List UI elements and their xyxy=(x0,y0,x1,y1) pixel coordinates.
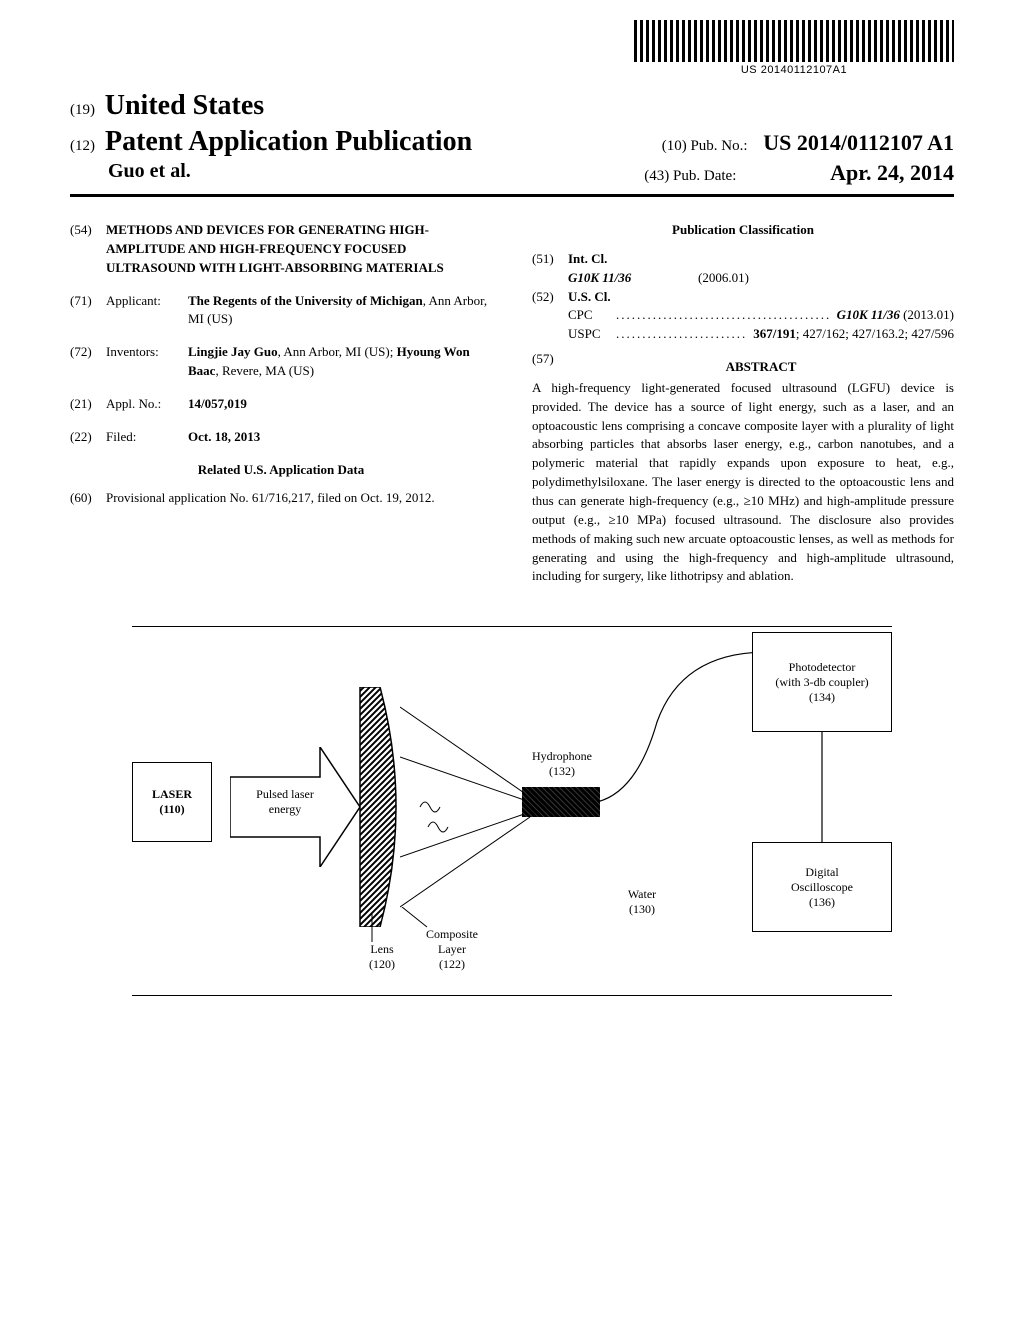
publication-kind-group: (12) Patent Application Publication xyxy=(70,126,472,158)
intcl-code: (51) xyxy=(532,250,568,269)
hydrophone-block xyxy=(522,787,600,817)
cpc-value: G10K 11/36 (2013.01) xyxy=(831,306,954,325)
related-data-heading: Related U.S. Application Data xyxy=(70,461,492,480)
uscl-line: (52) U.S. Cl. xyxy=(532,288,954,307)
barcode-area: US 20140112107A1 xyxy=(634,20,954,76)
right-column: Publication Classification (51) Int. Cl.… xyxy=(532,221,954,586)
header-title-row: (12) Patent Application Publication (10)… xyxy=(70,126,954,158)
applno-code: (21) xyxy=(70,395,106,414)
abstract-text: A high-frequency light-generated focused… xyxy=(532,379,954,586)
filed-value: Oct. 18, 2013 xyxy=(188,428,492,447)
applno-text: 14/057,019 xyxy=(188,396,247,411)
classification-heading: Publication Classification xyxy=(532,221,954,240)
provisional-text: Provisional application No. 61/716,217, … xyxy=(106,489,492,508)
intcl-line: (51) Int. Cl. xyxy=(532,250,954,269)
left-column: (54) METHODS AND DEVICES FOR GENERATING … xyxy=(70,221,492,586)
filed-text: Oct. 18, 2013 xyxy=(188,429,260,444)
uspc-value: 367/191; 427/162; 427/163.2; 427/596 xyxy=(747,325,954,344)
laser-box-label: LASER(110) xyxy=(137,787,207,817)
oscilloscope-label: DigitalOscilloscope(136) xyxy=(757,865,887,910)
pub-date-group: (43) Pub. Date: Apr. 24, 2014 xyxy=(644,160,954,186)
uscl-label: U.S. Cl. xyxy=(568,288,611,307)
inventors-code: (72) xyxy=(70,343,106,381)
applno-label: Appl. No.: xyxy=(106,395,188,414)
intcl-class: G10K 11/36 xyxy=(568,269,698,288)
applno-field: (21) Appl. No.: 14/057,019 xyxy=(70,395,492,414)
barcode-graphic xyxy=(634,20,954,62)
kind-code: (12) xyxy=(70,138,95,154)
provisional-code: (60) xyxy=(70,489,106,508)
uscl-code: (52) xyxy=(532,288,568,307)
title-code: (54) xyxy=(70,221,106,278)
uspc-dots xyxy=(616,325,747,344)
cpc-line: CPC G10K 11/36 (2013.01) xyxy=(568,306,954,325)
abstract-code: (57) xyxy=(532,350,568,377)
oscilloscope-box: DigitalOscilloscope(136) xyxy=(752,842,892,932)
applno-value: 14/057,019 xyxy=(188,395,492,414)
patent-header: (19) United States (12) Patent Applicati… xyxy=(70,90,954,197)
filed-field: (22) Filed: Oct. 18, 2013 xyxy=(70,428,492,447)
hydrophone-label: Hydrophone(132) xyxy=(517,749,607,779)
photodetector-box: Photodetector(with 3-db coupler)(134) xyxy=(752,632,892,732)
intcl-label: Int. Cl. xyxy=(568,250,607,269)
pubno-label: Pub. No.: xyxy=(690,138,747,154)
filed-label: Filed: xyxy=(106,428,188,447)
pub-number: US 2014/0112107 A1 xyxy=(763,130,954,155)
applicant-name: The Regents of the University of Michiga… xyxy=(188,293,423,308)
provisional-field: (60) Provisional application No. 61/716,… xyxy=(70,489,492,508)
inventor-1: Lingjie Jay Guo xyxy=(188,344,278,359)
pubdate-code: (43) xyxy=(644,168,669,184)
laser-box: LASER(110) xyxy=(132,762,212,842)
pubno-code: (10) xyxy=(662,138,687,154)
pubdate-label: Pub. Date: xyxy=(673,168,736,184)
body-columns: (54) METHODS AND DEVICES FOR GENERATING … xyxy=(70,221,954,586)
applicant-code: (71) xyxy=(70,292,106,330)
cpc-dots xyxy=(616,306,831,325)
applicant-value: The Regents of the University of Michiga… xyxy=(188,292,492,330)
signal-curve xyxy=(597,642,777,802)
inventors-field: (72) Inventors: Lingjie Jay Guo, Ann Arb… xyxy=(70,343,492,381)
uspc-prefix: USPC xyxy=(568,325,616,344)
figure-area: LASER(110) Pulsed laserenergy Hydr xyxy=(70,626,954,996)
figure-diagram: LASER(110) Pulsed laserenergy Hydr xyxy=(132,626,892,996)
photodetector-label: Photodetector(with 3-db coupler)(134) xyxy=(757,660,887,705)
header-country-row: (19) United States xyxy=(70,90,954,122)
uspc-line: USPC 367/191; 427/162; 427/163.2; 427/59… xyxy=(568,325,954,344)
inventors-value: Lingjie Jay Guo, Ann Arbor, MI (US); Hyo… xyxy=(188,343,492,381)
water-label: Water(130) xyxy=(612,887,672,917)
country-code: (19) xyxy=(70,102,95,118)
barcode-number: US 20140112107A1 xyxy=(634,64,954,76)
publication-kind: Patent Application Publication xyxy=(105,126,472,157)
pub-number-group: (10) Pub. No.: US 2014/0112107 A1 xyxy=(662,130,954,156)
applicant-field: (71) Applicant: The Regents of the Unive… xyxy=(70,292,492,330)
cpc-prefix: CPC xyxy=(568,306,616,325)
pulsed-laser-label: Pulsed laserenergy xyxy=(240,787,330,817)
authors-line: Guo et al. xyxy=(108,160,191,186)
patent-title: METHODS AND DEVICES FOR GENERATING HIGH-… xyxy=(106,221,492,278)
intcl-year: (2006.01) xyxy=(698,269,954,288)
applicant-label: Applicant: xyxy=(106,292,188,330)
header-date-row: Guo et al. (43) Pub. Date: Apr. 24, 2014 xyxy=(70,160,954,197)
title-field: (54) METHODS AND DEVICES FOR GENERATING … xyxy=(70,221,492,278)
intcl-value-line: G10K 11/36 (2006.01) xyxy=(568,269,954,288)
lens-pointer-lines xyxy=(367,907,447,947)
inventors-label: Inventors: xyxy=(106,343,188,381)
pub-date: Apr. 24, 2014 xyxy=(830,160,954,185)
abstract-label: ABSTRACT xyxy=(568,358,954,377)
connector-line xyxy=(820,732,824,842)
filed-code: (22) xyxy=(70,428,106,447)
country-name: United States xyxy=(105,90,264,121)
abstract-head-line: (57) ABSTRACT xyxy=(532,350,954,377)
